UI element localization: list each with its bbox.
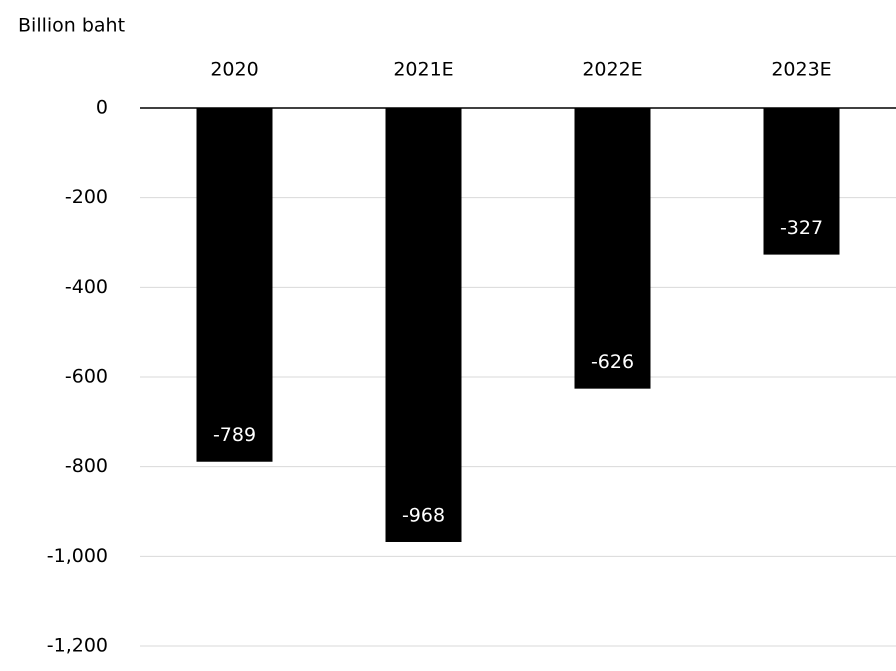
data-label: -789	[213, 424, 256, 446]
y-tick-label: -600	[65, 366, 108, 388]
y-tick-label: -800	[65, 455, 108, 477]
y-axis-label: Billion baht	[18, 15, 125, 37]
y-tick-label: -1,200	[47, 635, 108, 657]
bar	[385, 108, 462, 542]
y-tick-label: -400	[65, 276, 108, 298]
bar	[196, 108, 273, 462]
x-tick-label: 2023E	[771, 59, 831, 81]
data-label: -968	[402, 504, 445, 526]
data-label: -626	[591, 351, 634, 373]
y-tick-label: 0	[96, 97, 108, 119]
y-tick-label: -1,000	[47, 545, 108, 567]
x-tick-label: 2022E	[582, 59, 642, 81]
x-tick-label: 2020	[210, 59, 258, 81]
y-tick-label: -200	[65, 186, 108, 208]
data-label: -327	[780, 217, 823, 239]
bar	[574, 108, 651, 389]
bar	[763, 108, 840, 255]
x-tick-label: 2021E	[393, 59, 453, 81]
